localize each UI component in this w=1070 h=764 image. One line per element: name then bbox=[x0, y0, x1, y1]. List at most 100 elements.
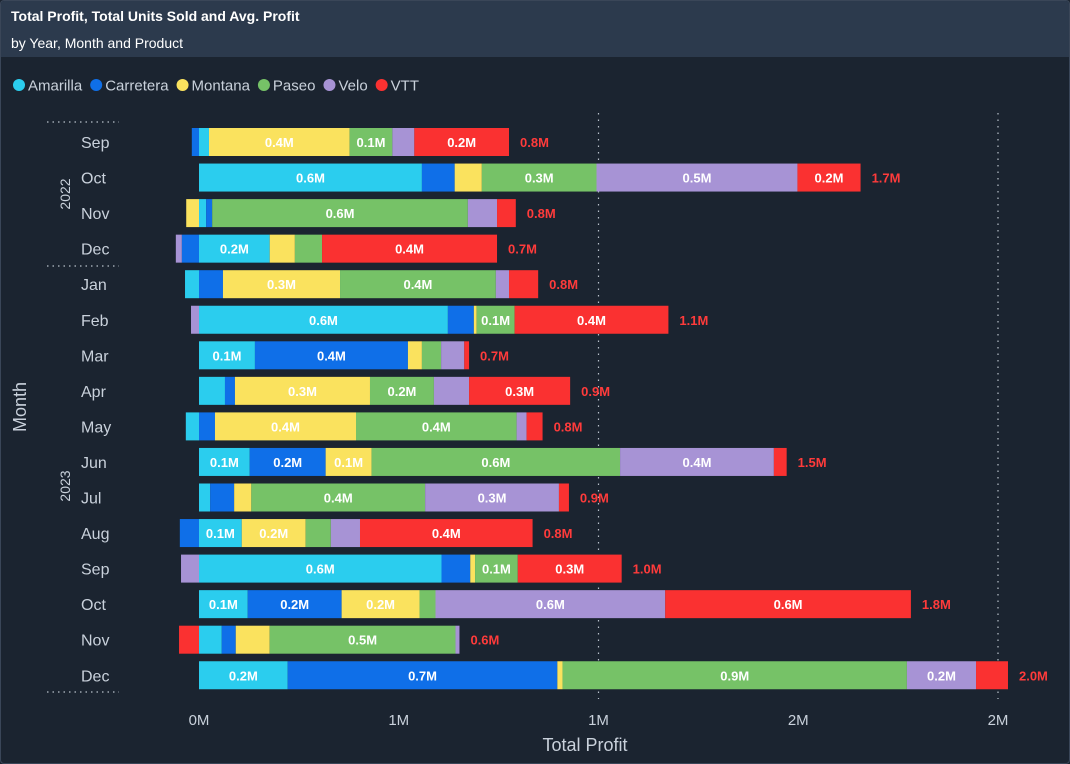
total-label: 0.7M bbox=[508, 242, 537, 257]
total-label: 0.7M bbox=[480, 348, 509, 363]
data-label: 0.2M bbox=[815, 171, 844, 186]
bar-segment-paseo bbox=[212, 199, 468, 228]
data-label: 0.1M bbox=[334, 455, 363, 470]
bar-segment-velo bbox=[455, 625, 460, 654]
data-label: 0.3M bbox=[288, 384, 317, 399]
month-label: Feb bbox=[81, 313, 109, 330]
month-label: Apr bbox=[81, 384, 107, 401]
bar-segment-paseo bbox=[371, 447, 621, 476]
month-label: Oct bbox=[81, 171, 106, 188]
legend-label-carretera: Carretera bbox=[105, 78, 169, 95]
bar-segment-montana bbox=[235, 625, 270, 654]
data-label: 0.3M bbox=[505, 384, 534, 399]
bar-segment-vtt bbox=[773, 447, 787, 476]
bar-segment-velo bbox=[433, 376, 470, 405]
bar-segment-montana bbox=[557, 661, 563, 690]
total-label: 0.8M bbox=[527, 206, 556, 221]
bar-segment-paseo bbox=[419, 590, 436, 619]
bar-segment-paseo bbox=[421, 341, 442, 370]
bar-segment-velo bbox=[392, 128, 415, 156]
bar-segment-carretera bbox=[191, 128, 199, 156]
month-label: Sep bbox=[81, 135, 110, 152]
bar-segment-vtt bbox=[558, 483, 569, 512]
bar-segment-montana bbox=[325, 447, 372, 476]
legend-label-montana: Montana bbox=[192, 78, 251, 95]
month-label: Jan bbox=[81, 277, 107, 294]
bar-segment-amarilla bbox=[199, 661, 288, 690]
bar-segment-carretera bbox=[441, 554, 471, 583]
bar-segment-montana bbox=[470, 554, 476, 583]
bar-segment-velo bbox=[906, 661, 977, 690]
bar-segment-montana bbox=[241, 519, 306, 548]
data-label: 0.2M bbox=[273, 455, 302, 470]
total-label: 0.9M bbox=[581, 384, 610, 399]
legend-marker-vtt bbox=[375, 79, 388, 91]
data-label: 0.6M bbox=[326, 206, 355, 221]
bar-segment-paseo bbox=[356, 412, 517, 441]
month-label: Jun bbox=[81, 455, 107, 472]
bar-segment-velo bbox=[181, 554, 199, 583]
bar-segment-amarilla bbox=[199, 447, 250, 476]
data-label: 0.2M bbox=[927, 668, 956, 683]
bar-segment-amarilla bbox=[199, 625, 222, 654]
month-label: Aug bbox=[81, 526, 109, 543]
data-label: 0.2M bbox=[447, 135, 476, 150]
bar-segment-vtt bbox=[514, 305, 669, 334]
bar-segment-vtt bbox=[509, 270, 539, 299]
bar-segment-carretera bbox=[181, 234, 199, 263]
bar-segment-paseo bbox=[251, 483, 426, 512]
bar-segment-amarilla bbox=[199, 128, 209, 156]
bar-segment-velo bbox=[516, 412, 527, 441]
month-label: Oct bbox=[81, 597, 106, 614]
data-label: 0.2M bbox=[259, 526, 288, 541]
bar-segment-amarilla bbox=[199, 483, 211, 512]
total-label: 1.5M bbox=[798, 455, 827, 470]
data-label: 0.6M bbox=[536, 597, 565, 612]
month-label: Mar bbox=[81, 348, 109, 365]
bar-segment-carretera bbox=[247, 590, 342, 619]
data-label: 0.4M bbox=[324, 491, 353, 506]
bar-segment-vtt bbox=[322, 234, 498, 263]
bar-segment-paseo bbox=[481, 163, 597, 192]
chart-header: Total Profit, Total Units Sold and Avg. … bbox=[1, 1, 1069, 57]
month-label: Nov bbox=[81, 206, 109, 223]
bar-segment-paseo bbox=[562, 661, 907, 690]
bar-segment-amarilla bbox=[199, 519, 242, 548]
legend-label-paseo: Paseo bbox=[273, 78, 316, 95]
bar-segment-carretera bbox=[224, 376, 235, 405]
data-label: 0.6M bbox=[296, 171, 325, 186]
legend-marker-amarilla bbox=[13, 79, 25, 91]
chart-title: Total Profit, Total Units Sold and Avg. … bbox=[11, 8, 300, 24]
bar-segment-montana bbox=[454, 163, 482, 192]
bar-segment-amarilla bbox=[199, 554, 442, 583]
bar-segment-carretera bbox=[421, 163, 455, 192]
legend-label-amarilla: Amarilla bbox=[28, 78, 83, 95]
data-label: 0.6M bbox=[306, 562, 335, 577]
legend-label-vtt: VTT bbox=[391, 78, 419, 95]
bar-segment-amarilla bbox=[199, 305, 448, 334]
legend-marker-paseo bbox=[257, 79, 270, 91]
bar-segment-velo bbox=[495, 270, 510, 299]
bar-segment-paseo bbox=[340, 270, 496, 299]
data-label: 0.4M bbox=[317, 348, 346, 363]
bar-segment-carretera bbox=[254, 341, 408, 370]
x-tick-label: 0M bbox=[189, 712, 210, 729]
bar-segment-amarilla bbox=[199, 376, 225, 405]
bar-segment-carretera bbox=[199, 270, 223, 299]
total-label: 1.0M bbox=[633, 562, 662, 577]
bar-segment-velo bbox=[175, 234, 182, 263]
data-label: 0.6M bbox=[774, 597, 803, 612]
bar-segment-amarilla bbox=[199, 341, 255, 370]
data-label: 0.2M bbox=[229, 668, 258, 683]
x-axis-title: Total Profit bbox=[542, 735, 627, 755]
bar-segment-paseo bbox=[269, 625, 456, 654]
data-label: 0.1M bbox=[481, 313, 510, 328]
bar-segment-vtt bbox=[464, 341, 470, 370]
data-label: 0.4M bbox=[422, 419, 451, 434]
bar-segment-amarilla bbox=[199, 163, 422, 192]
bar-segment-velo bbox=[425, 483, 559, 512]
data-label: 0.3M bbox=[478, 491, 507, 506]
bar-segment-amarilla bbox=[199, 590, 248, 619]
